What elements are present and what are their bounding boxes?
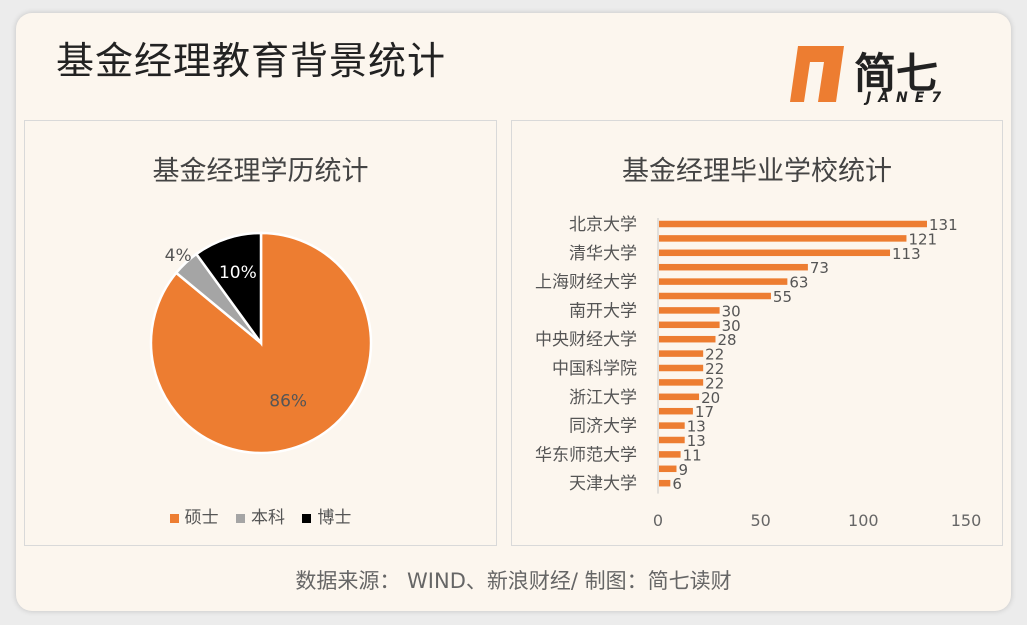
bar	[659, 278, 788, 285]
bar	[659, 263, 808, 271]
logo-mark-icon	[790, 46, 844, 102]
bar-value-label: 55	[773, 288, 792, 306]
bar	[659, 335, 716, 343]
bar-chart-panel: 基金经理毕业学校统计 131 北京大学 121 113 清华大学 73 63 上海财经大学 55…	[511, 120, 1003, 546]
legend-label: 硕士	[184, 508, 219, 528]
source-footer: 数据来源： WIND、新浪财经/ 制图：简七读财	[295, 569, 732, 593]
legend-item-bachelor: 本科	[236, 503, 285, 528]
pie-data-label: 86%	[269, 392, 307, 412]
bar-value-label: 30	[722, 302, 741, 320]
bar-chart: 131北京大学121113清华大学7363上海财经大学5530南开大学3028中…	[535, 215, 982, 530]
bar-value-label: 22	[705, 346, 724, 364]
bar-chart-title: 基金经理毕业学校统计	[622, 156, 892, 187]
bar-value-label: 9	[678, 461, 688, 479]
bar	[659, 436, 685, 444]
bar	[659, 321, 720, 329]
pie-data-label: 10%	[219, 263, 257, 283]
bar	[659, 235, 907, 242]
pie-chart-panel: 基金经理学历统计 86% 4% 10% 硕士 本科 博士	[24, 120, 497, 546]
brand-logo: 简七 JANE7	[788, 40, 968, 112]
category-label: 中国科学院	[552, 359, 637, 379]
legend-swatch	[169, 513, 179, 523]
page-title: 基金经理教育背景统计	[56, 39, 447, 83]
category-label: 华东师范大学	[535, 445, 637, 465]
bar	[659, 407, 693, 415]
category-label: 浙江大学	[569, 388, 637, 408]
bar-value-label: 22	[705, 360, 724, 378]
bar-value-label: 11	[683, 446, 702, 464]
category-label: 北京大学	[569, 215, 637, 235]
bar	[659, 292, 771, 300]
bar	[659, 379, 704, 386]
legend-label: 博士	[317, 508, 352, 528]
x-tick-label: 150	[951, 511, 982, 530]
bar-value-label: 121	[908, 230, 937, 248]
bar-value-label: 28	[717, 331, 736, 349]
bar-value-label: 20	[701, 389, 720, 407]
pie-chart-title: 基金经理学历统计	[152, 156, 369, 187]
bar-value-label: 22	[705, 374, 724, 392]
category-label: 天津大学	[569, 474, 637, 494]
pie-legend: 硕士 本科 博士	[25, 503, 496, 528]
bar	[659, 220, 927, 228]
pie-data-label: 4%	[165, 246, 192, 266]
bar-value-label: 73	[810, 259, 829, 277]
logo-text: 简七	[854, 49, 939, 98]
bar	[659, 364, 704, 372]
bar-value-label: 13	[687, 418, 706, 436]
bar	[659, 479, 671, 487]
bar-value-label: 63	[789, 274, 808, 292]
category-label: 清华大学	[569, 244, 637, 264]
pie-chart: 86% 4% 10%	[149, 231, 373, 455]
bar-value-label: 113	[892, 245, 921, 263]
legend-item-master: 硕士	[169, 503, 219, 528]
category-label: 南开大学	[569, 301, 637, 321]
bar	[659, 451, 681, 458]
category-label: 中央财经大学	[535, 330, 637, 350]
x-tick-label: 100	[848, 511, 879, 530]
bar	[659, 307, 720, 314]
x-tick-label: 50	[750, 511, 770, 530]
legend-item-doctor: 博士	[302, 503, 351, 528]
bar	[659, 393, 700, 401]
bar	[659, 465, 677, 473]
logo-subtext: JANE7	[866, 90, 949, 106]
legend-swatch	[302, 513, 312, 523]
category-label: 上海财经大学	[535, 273, 637, 293]
bar	[659, 422, 685, 429]
bar-value-label: 30	[722, 317, 741, 335]
x-tick-label: 0	[653, 511, 663, 530]
bar-value-label: 17	[695, 403, 714, 421]
bar	[659, 249, 891, 257]
bar-value-label: 13	[687, 432, 706, 450]
bar-value-label: 131	[929, 216, 958, 234]
pie-slice-2	[194, 231, 263, 347]
bar-value-label: 6	[672, 475, 682, 493]
bar	[659, 350, 704, 357]
legend-swatch	[236, 513, 245, 523]
legend-label: 本科	[251, 508, 285, 528]
category-label: 同济大学	[569, 417, 637, 437]
